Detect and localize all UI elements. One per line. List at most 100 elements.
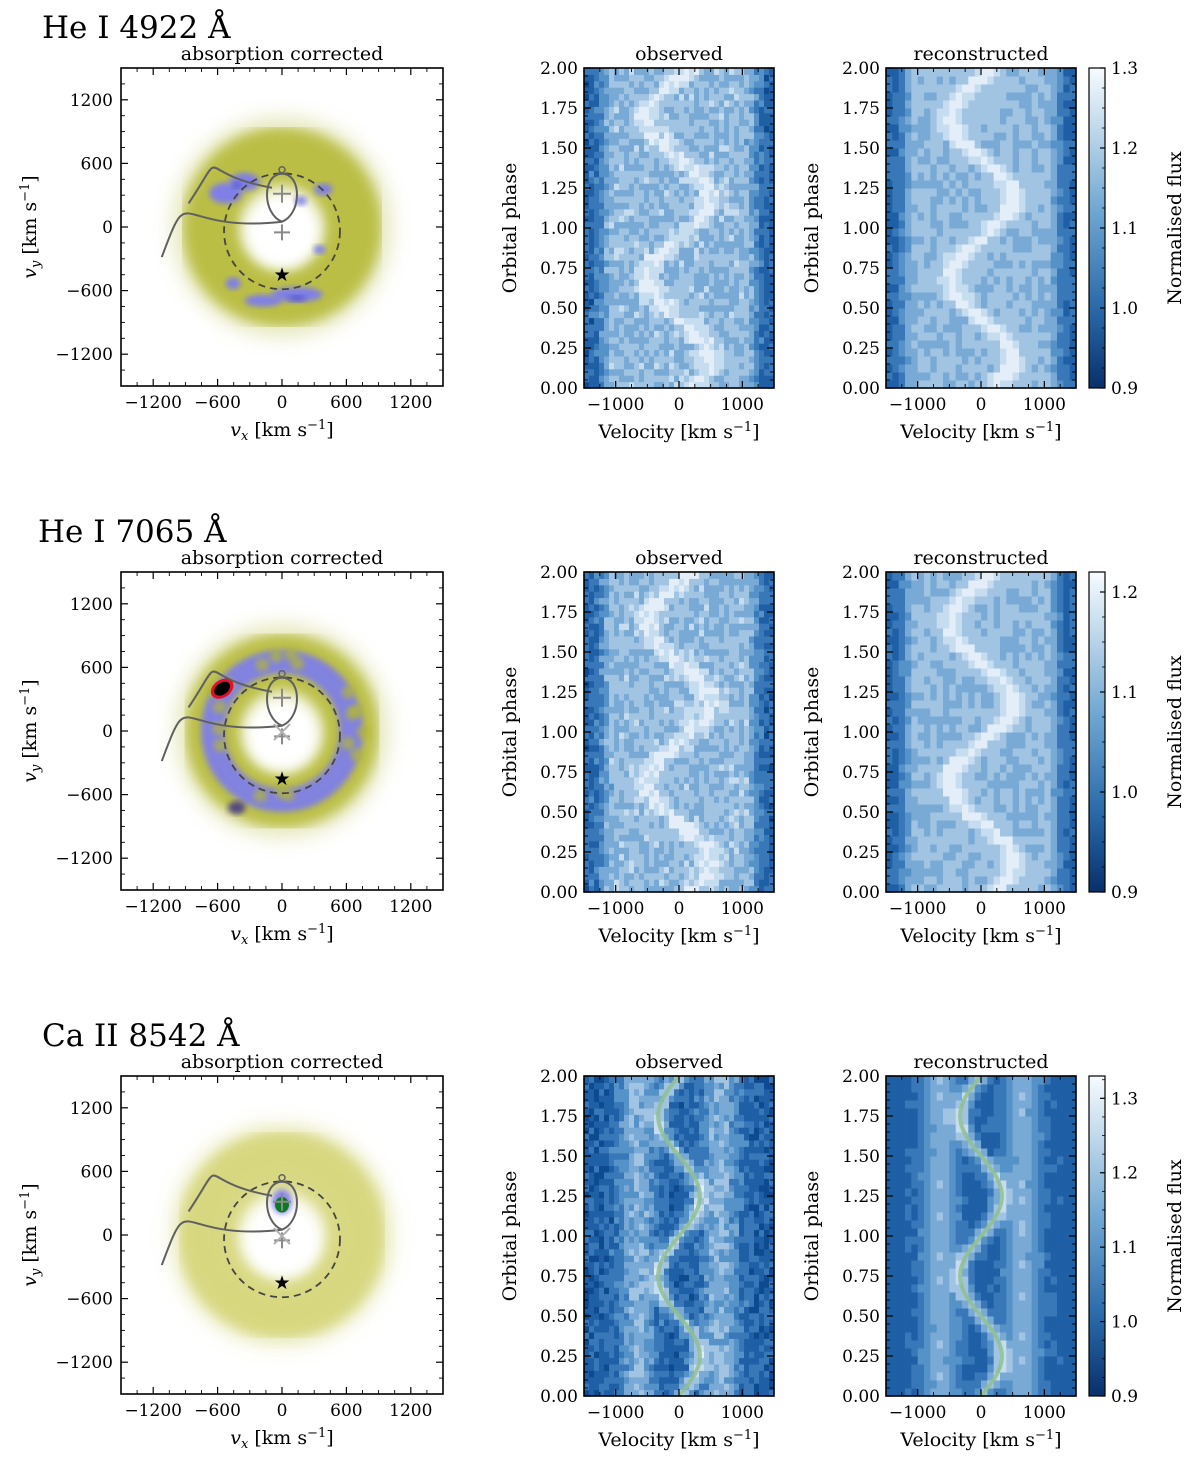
trail-pixel: [699, 356, 705, 363]
trail-pixel: [739, 317, 745, 325]
trail-pixel: [739, 744, 745, 752]
trail-pixel: [694, 706, 700, 714]
trail-pixel: [674, 751, 680, 759]
trail-pixel: [898, 212, 906, 221]
trail-pixel: [749, 324, 755, 331]
trail-pixel: [1044, 116, 1052, 125]
trail-pixel: [769, 298, 774, 306]
trail-pixel: [629, 834, 635, 842]
trail-pixel: [739, 362, 745, 370]
trail-pixel: [659, 279, 665, 287]
trail-pixel: [709, 680, 715, 688]
trail-pixel: [604, 693, 610, 701]
trail-pixel: [1012, 340, 1020, 349]
trail-pixel: [644, 74, 650, 82]
trail-pixel: [898, 68, 906, 77]
trail-pixel: [704, 317, 710, 325]
trail-pixel: [619, 317, 625, 325]
trail-pixel: [624, 802, 630, 810]
trail-pixel: [689, 68, 695, 75]
trail-pixel: [714, 375, 720, 383]
trail-pixel: [917, 76, 925, 85]
trail-pixel: [629, 687, 635, 695]
trail-pixel: [734, 247, 740, 255]
trail-pixel: [993, 116, 1001, 125]
trail-pixel: [664, 164, 670, 171]
trail-pixel: [1038, 124, 1045, 133]
trail-pixel: [634, 285, 640, 293]
trail-pixel: [949, 100, 957, 109]
trail-pixel: [962, 84, 969, 93]
trail-pixel: [644, 144, 650, 152]
trail-pixel: [739, 776, 745, 784]
trail-pixel: [659, 144, 665, 152]
trail-pixel: [709, 834, 715, 842]
trail-pixel: [1063, 132, 1071, 141]
trail-pixel: [684, 132, 690, 139]
trail-pixel: [1044, 332, 1052, 341]
trail-pixel: [664, 298, 670, 306]
trail-pixel: [917, 108, 925, 117]
trail-pixel: [924, 332, 931, 341]
trail-pixel: [679, 368, 685, 376]
trail-pixel: [584, 125, 590, 133]
trail-pixel: [639, 125, 645, 133]
trail-pixel: [955, 100, 963, 109]
trail-pixel: [589, 215, 595, 223]
trail-pixel: [614, 751, 620, 759]
trail-pixel: [1019, 372, 1026, 381]
trail-pixel: [714, 668, 720, 675]
trail-pixel: [749, 840, 755, 848]
trail-pixel: [749, 144, 755, 152]
trail-pixel: [955, 324, 963, 333]
trail-pixel: [629, 196, 635, 203]
trail-pixel: [594, 343, 600, 351]
trail-pixel: [719, 87, 725, 95]
trail-pixel: [917, 172, 925, 181]
trail-pixel: [669, 221, 675, 229]
trail-pixel: [614, 68, 620, 75]
trail-pixel: [624, 112, 630, 120]
trail-pixel: [719, 719, 725, 727]
trail-pixel: [1012, 180, 1020, 189]
ring-texture: [213, 700, 227, 714]
trail-pixel: [892, 76, 900, 85]
trail-pixel: [599, 228, 605, 235]
trail-pixel: [704, 125, 710, 133]
trail-pixel: [659, 215, 665, 223]
trail-pixel: [694, 125, 700, 133]
trail-pixel: [744, 183, 750, 191]
trail-pixel: [689, 808, 695, 816]
trail-pixel: [1000, 100, 1007, 109]
trail-pixel: [1038, 172, 1045, 181]
trail-pixel: [1025, 300, 1033, 309]
trail-pixel: [930, 124, 938, 133]
trail-pixel: [624, 840, 630, 848]
trail-pixel: [729, 847, 735, 855]
trail-pixel: [634, 834, 640, 842]
trail-pixel: [629, 208, 635, 216]
trail-pixel: [739, 757, 745, 765]
trail-pixel: [1063, 308, 1071, 317]
trail-pixel: [649, 789, 655, 797]
trail-pixel: [584, 292, 590, 299]
trail-pixel: [729, 732, 735, 739]
trail-pixel: [924, 68, 931, 77]
trail-pixel: [594, 764, 600, 771]
trail-pixel: [949, 220, 957, 229]
trail-pixel: [936, 100, 944, 109]
trail-pixel: [892, 308, 900, 317]
trail-pixel: [1000, 236, 1007, 245]
trail-pixel: [759, 196, 765, 203]
trail-pixel: [729, 253, 735, 261]
trail-pixel: [1044, 196, 1052, 205]
trail-pixel: [704, 285, 710, 293]
trail-pixel: [624, 834, 630, 842]
trail-pixel: [644, 304, 650, 312]
trail-pixel: [974, 316, 982, 325]
trail-pixel: [993, 140, 1001, 149]
trail-pixel: [679, 744, 685, 752]
trail-pixel: [619, 266, 625, 274]
trail-pixel: [659, 744, 665, 752]
trail-pixel: [1025, 220, 1033, 229]
